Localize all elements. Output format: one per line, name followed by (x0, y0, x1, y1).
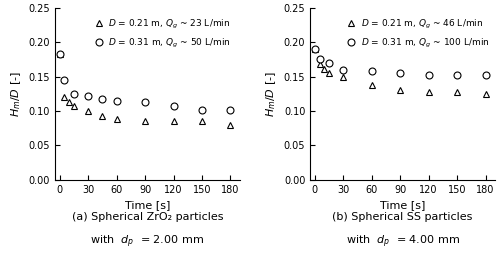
$D$ = 0.21 m, $Q_g$ ~ 23 L/min (100, 114, 105, 117)
$D$ = 0.31 m, $Q_g$ ~ 100 L/min (397, 72, 403, 75)
Text: with  $d_p$  = 4.00 mm: with $d_p$ = 4.00 mm (346, 234, 460, 250)
$D$ = 0.31 m, $Q_g$ ~ 50 L/min (100, 97, 105, 100)
$D$ = 0.31 m, $Q_g$ ~ 50 L/min (85, 94, 91, 97)
$D$ = 0.31 m, $Q_g$ ~ 100 L/min (426, 73, 432, 76)
$D$ = 0.21 m, $Q_g$ ~ 46 L/min (397, 89, 403, 92)
$D$ = 0.21 m, $Q_g$ ~ 46 L/min (426, 91, 432, 94)
$D$ = 0.21 m, $Q_g$ ~ 46 L/min (326, 72, 332, 75)
$D$ = 0.31 m, $Q_g$ ~ 100 L/min (369, 70, 375, 73)
$D$ = 0.31 m, $Q_g$ ~ 50 L/min (199, 108, 205, 111)
Line: $D$ = 0.21 m, $Q_g$ ~ 46 L/min: $D$ = 0.21 m, $Q_g$ ~ 46 L/min (312, 45, 489, 98)
$D$ = 0.31 m, $Q_g$ ~ 50 L/min (170, 105, 176, 108)
$D$ = 0.31 m, $Q_g$ ~ 100 L/min (340, 68, 346, 71)
$D$ = 0.21 m, $Q_g$ ~ 23 L/min (170, 120, 176, 123)
$D$ = 0.21 m, $Q_g$ ~ 23 L/min (142, 119, 148, 122)
$D$ = 0.31 m, $Q_g$ ~ 100 L/min (482, 73, 488, 76)
Text: (b) Spherical SS particles: (b) Spherical SS particles (332, 212, 473, 222)
$D$ = 0.21 m, $Q_g$ ~ 46 L/min (312, 48, 318, 51)
Text: with  $d_p$  = 2.00 mm: with $d_p$ = 2.00 mm (90, 234, 204, 250)
$D$ = 0.21 m, $Q_g$ ~ 23 L/min (114, 118, 119, 121)
$D$ = 0.21 m, $Q_g$ ~ 23 L/min (71, 105, 77, 108)
$D$ = 0.31 m, $Q_g$ ~ 100 L/min (454, 73, 460, 76)
$D$ = 0.21 m, $Q_g$ ~ 23 L/min (85, 109, 91, 113)
Line: $D$ = 0.31 m, $Q_g$ ~ 100 L/min: $D$ = 0.31 m, $Q_g$ ~ 100 L/min (312, 45, 489, 78)
$D$ = 0.21 m, $Q_g$ ~ 46 L/min (454, 91, 460, 94)
$D$ = 0.31 m, $Q_g$ ~ 100 L/min (312, 48, 318, 51)
$D$ = 0.21 m, $Q_g$ ~ 23 L/min (62, 96, 68, 99)
Line: $D$ = 0.21 m, $Q_g$ ~ 23 L/min: $D$ = 0.21 m, $Q_g$ ~ 23 L/min (56, 50, 234, 129)
Legend: $D$ = 0.21 m, $Q_g$ ~ 23 L/min, $D$ = 0.31 m, $Q_g$ ~ 50 L/min: $D$ = 0.21 m, $Q_g$ ~ 23 L/min, $D$ = 0.… (92, 16, 233, 52)
$D$ = 0.31 m, $Q_g$ ~ 100 L/min (316, 58, 322, 61)
Line: $D$ = 0.31 m, $Q_g$ ~ 50 L/min: $D$ = 0.31 m, $Q_g$ ~ 50 L/min (56, 50, 234, 113)
$D$ = 0.21 m, $Q_g$ ~ 46 L/min (316, 63, 322, 66)
$D$ = 0.31 m, $Q_g$ ~ 50 L/min (228, 108, 234, 111)
$D$ = 0.31 m, $Q_g$ ~ 50 L/min (56, 52, 62, 56)
$D$ = 0.21 m, $Q_g$ ~ 23 L/min (228, 124, 234, 127)
$D$ = 0.31 m, $Q_g$ ~ 50 L/min (71, 92, 77, 95)
$D$ = 0.21 m, $Q_g$ ~ 23 L/min (56, 52, 62, 56)
$D$ = 0.21 m, $Q_g$ ~ 46 L/min (482, 93, 488, 96)
$D$ = 0.21 m, $Q_g$ ~ 46 L/min (340, 75, 346, 78)
Legend: $D$ = 0.21 m, $Q_g$ ~ 46 L/min, $D$ = 0.31 m, $Q_g$ ~ 100 L/min: $D$ = 0.21 m, $Q_g$ ~ 46 L/min, $D$ = 0.… (344, 16, 491, 52)
$D$ = 0.31 m, $Q_g$ ~ 50 L/min (114, 99, 119, 102)
$D$ = 0.21 m, $Q_g$ ~ 23 L/min (199, 120, 205, 123)
$D$ = 0.21 m, $Q_g$ ~ 23 L/min (66, 100, 72, 104)
X-axis label: Time [s]: Time [s] (380, 200, 426, 210)
$D$ = 0.31 m, $Q_g$ ~ 50 L/min (142, 100, 148, 104)
$D$ = 0.21 m, $Q_g$ ~ 46 L/min (322, 68, 328, 71)
Y-axis label: $H_m/D$ [-]: $H_m/D$ [-] (264, 71, 278, 117)
Y-axis label: $H_m/D$ [-]: $H_m/D$ [-] (9, 71, 23, 117)
X-axis label: Time [s]: Time [s] (124, 200, 170, 210)
Text: (a) Spherical ZrO₂ particles: (a) Spherical ZrO₂ particles (72, 212, 223, 222)
$D$ = 0.21 m, $Q_g$ ~ 46 L/min (369, 83, 375, 86)
$D$ = 0.31 m, $Q_g$ ~ 100 L/min (326, 61, 332, 64)
$D$ = 0.31 m, $Q_g$ ~ 50 L/min (62, 78, 68, 81)
